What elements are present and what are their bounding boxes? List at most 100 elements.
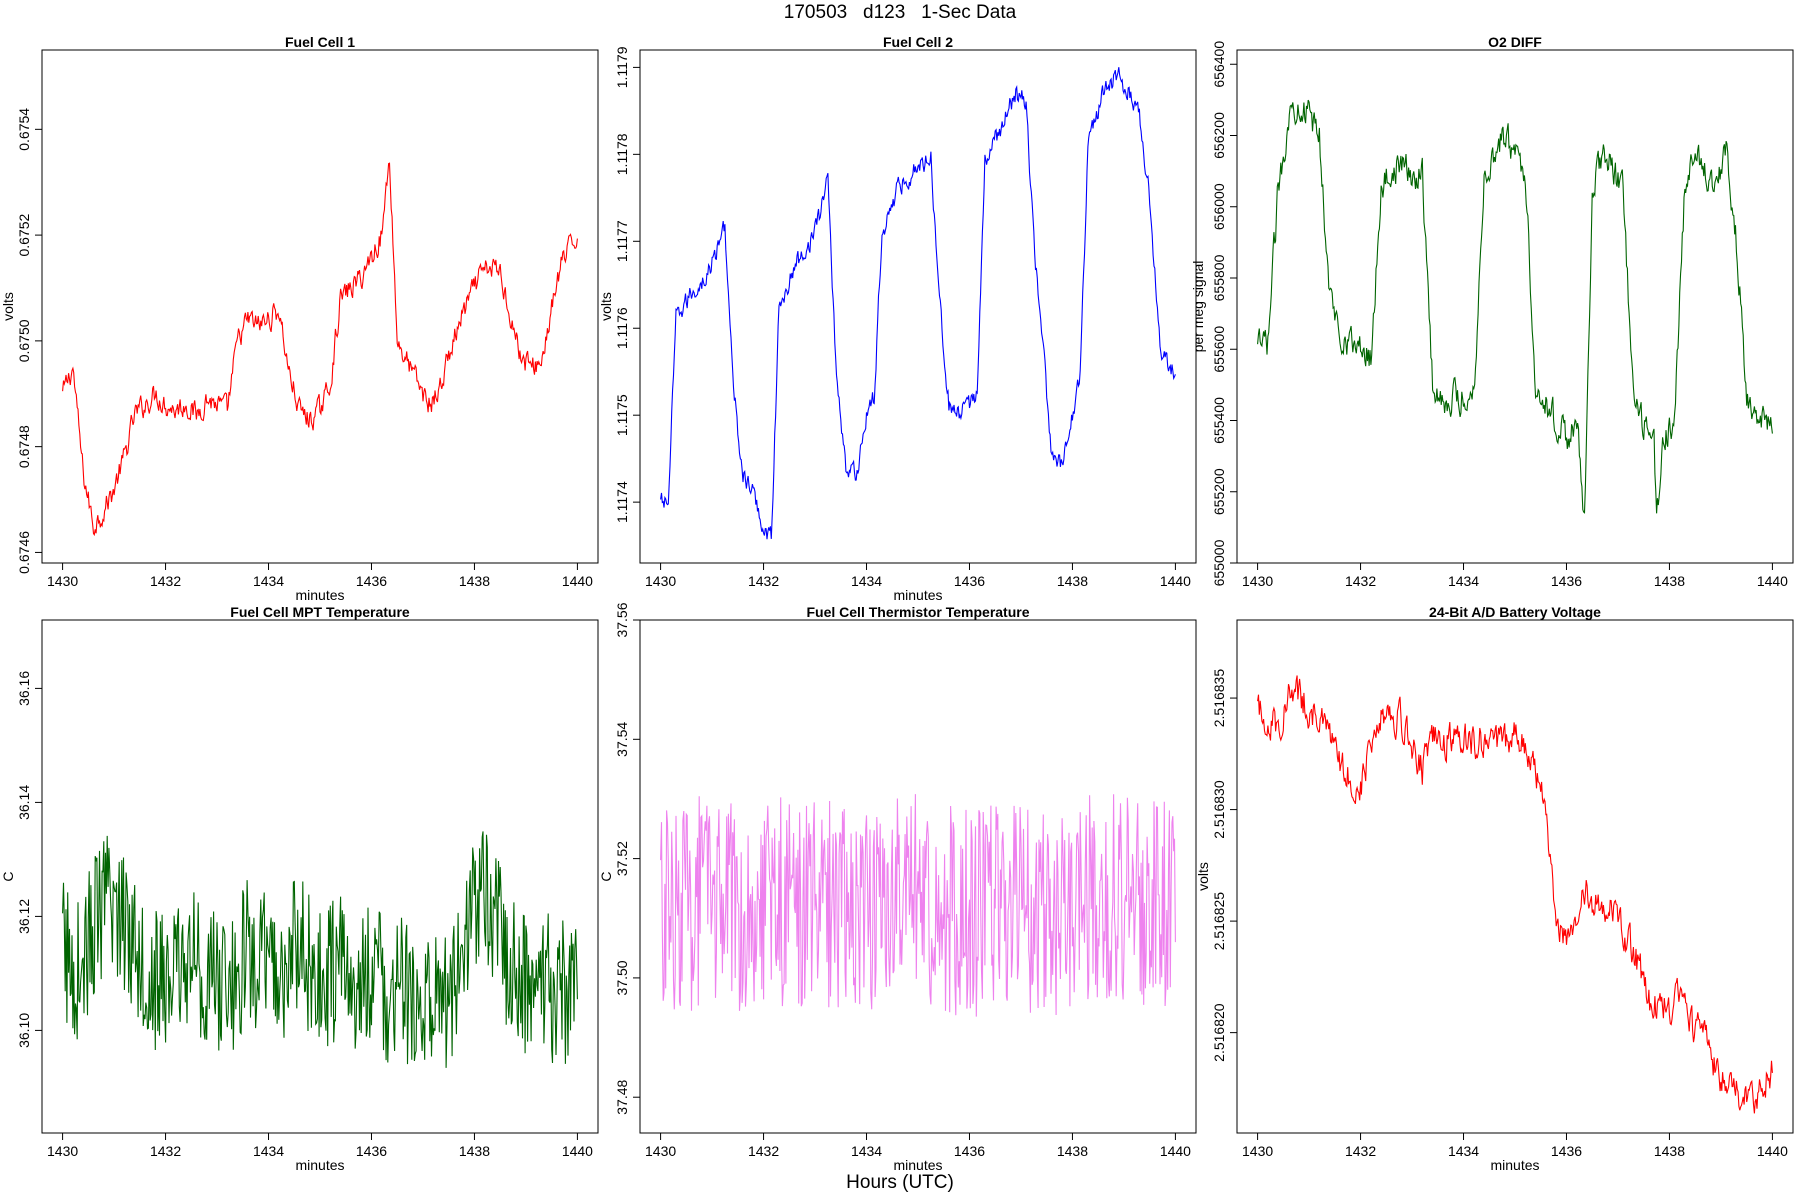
plot-title: Fuel Cell 2 xyxy=(883,34,953,50)
x-axis-label: minutes xyxy=(893,1157,942,1173)
y-axis-label: volts xyxy=(598,292,614,321)
x-tick-label: 1434 xyxy=(851,1143,882,1159)
plot-frame xyxy=(1236,49,1794,564)
y-tick-label: 656200 xyxy=(1211,112,1227,159)
x-tick-label: 1430 xyxy=(1242,1143,1273,1159)
panel-6: 24-Bit A/D Battery Voltage 1430 1432 1434 14… xyxy=(1195,604,1794,1173)
y-tick-label: 655800 xyxy=(1211,254,1227,301)
x-tick-label: 1434 xyxy=(253,1143,284,1159)
plot-title: Fuel Cell MPT Temperature xyxy=(230,604,410,620)
y-tick-label: 1.1174 xyxy=(614,481,630,523)
plot-title: 24-Bit A/D Battery Voltage xyxy=(1429,604,1601,620)
x-tick-label: 1440 xyxy=(1757,573,1788,589)
y-axis-label: per meg signal xyxy=(1190,261,1206,353)
x-tick-label: 1440 xyxy=(1160,1143,1191,1159)
x-tick-label: 1434 xyxy=(253,573,284,589)
y-tick-label: 2.516820 xyxy=(1211,1003,1227,1062)
figure-xlabel: Hours (UTC) xyxy=(846,1172,954,1193)
y-tick-label: 655200 xyxy=(1211,468,1227,515)
panel-3: O2 DIFF 1430 1432 1434 1436 1438 1440 655000 655… xyxy=(1190,34,1794,589)
data-series-line xyxy=(1257,675,1773,1114)
y-tick-label: 37.52 xyxy=(614,841,630,876)
x-tick-label: 1432 xyxy=(748,1143,779,1159)
y-tick-label: 2.516825 xyxy=(1211,892,1227,951)
x-axis-label: minutes xyxy=(1490,1157,1539,1173)
x-axis-label: minutes xyxy=(295,1157,344,1173)
x-tick-label: 1434 xyxy=(1448,573,1479,589)
y-axis-label: C xyxy=(0,871,16,881)
y-tick-label: 1.1175 xyxy=(614,394,630,436)
x-tick-label: 1430 xyxy=(1242,573,1273,589)
panel-4: Fuel Cell MPT Temperature 1430 1432 1434 143… xyxy=(0,604,599,1173)
y-tick-label: 655400 xyxy=(1211,397,1227,444)
x-tick-label: 1436 xyxy=(954,1143,985,1159)
plot-title: Fuel Cell 1 xyxy=(285,34,355,50)
y-tick-label: 0.6752 xyxy=(16,213,32,256)
y-tick-label: 656000 xyxy=(1211,183,1227,230)
x-tick-label: 1440 xyxy=(1757,1143,1788,1159)
panel-5: Fuel Cell Thermistor Temperature 1430 1432… xyxy=(598,602,1197,1173)
data-series-line xyxy=(660,794,1176,1017)
y-tick-label: 1.1177 xyxy=(614,220,630,262)
y-tick-label: 0.6754 xyxy=(16,108,32,151)
x-axis-label: minutes xyxy=(893,587,942,603)
x-tick-label: 1436 xyxy=(1551,573,1582,589)
y-axis-label: C xyxy=(598,871,614,881)
x-tick-label: 1434 xyxy=(851,573,882,589)
y-axis-label: volts xyxy=(0,292,16,321)
y-tick-label: 36.16 xyxy=(16,671,32,706)
x-tick-label: 1434 xyxy=(1448,1143,1479,1159)
panel-2: Fuel Cell 2 1430 1432 1434 1436 1438 1440 1.117… xyxy=(598,34,1197,603)
figure-title: 170503 d123 1-Sec Data xyxy=(783,2,1017,23)
x-tick-label: 1432 xyxy=(1345,573,1376,589)
y-tick-label: 36.10 xyxy=(16,1013,32,1048)
plot-frame xyxy=(41,49,599,564)
x-tick-label: 1440 xyxy=(562,573,593,589)
x-tick-label: 1430 xyxy=(47,1143,78,1159)
data-series-line xyxy=(62,831,578,1068)
y-tick-label: 0.6748 xyxy=(16,425,32,468)
y-tick-label: 1.1176 xyxy=(614,307,630,349)
y-tick-label: 2.516835 xyxy=(1211,669,1227,728)
x-axis-label: minutes xyxy=(295,587,344,603)
x-tick-label: 1438 xyxy=(1654,573,1685,589)
data-series-line xyxy=(62,162,578,537)
x-tick-label: 1430 xyxy=(645,573,676,589)
plot-title: Fuel Cell Thermistor Temperature xyxy=(806,604,1029,620)
y-tick-label: 37.54 xyxy=(614,722,630,757)
y-tick-label: 1.1178 xyxy=(614,133,630,175)
x-tick-label: 1430 xyxy=(645,1143,676,1159)
y-tick-label: 656400 xyxy=(1211,41,1227,88)
plot-frame xyxy=(41,619,599,1134)
x-tick-label: 1432 xyxy=(1345,1143,1376,1159)
x-tick-label: 1438 xyxy=(459,573,490,589)
y-tick-label: 0.6746 xyxy=(16,531,32,574)
y-axis-label: volts xyxy=(1195,862,1211,891)
x-tick-label: 1436 xyxy=(954,573,985,589)
x-tick-label: 1436 xyxy=(356,573,387,589)
y-tick-label: 36.14 xyxy=(16,785,32,820)
plot-title: O2 DIFF xyxy=(1488,34,1542,50)
x-tick-label: 1432 xyxy=(150,573,181,589)
x-tick-label: 1436 xyxy=(356,1143,387,1159)
y-tick-label: 2.516830 xyxy=(1211,780,1227,839)
panel-1: Fuel Cell 1 1430 1432 1434 1436 1438 1440 0.674… xyxy=(0,34,599,603)
y-tick-label: 37.48 xyxy=(614,1079,630,1114)
x-tick-label: 1440 xyxy=(562,1143,593,1159)
data-series-line xyxy=(1257,99,1773,514)
y-tick-label: 36.12 xyxy=(16,899,32,934)
x-tick-label: 1432 xyxy=(150,1143,181,1159)
plot-frame xyxy=(1236,619,1794,1134)
plot-frame xyxy=(639,619,1197,1134)
plot-frame xyxy=(639,49,1197,564)
y-tick-label: 37.50 xyxy=(614,960,630,995)
x-tick-label: 1438 xyxy=(1057,1143,1088,1159)
y-tick-label: 0.6750 xyxy=(16,319,32,362)
x-tick-label: 1436 xyxy=(1551,1143,1582,1159)
x-tick-label: 1430 xyxy=(47,573,78,589)
data-series-line xyxy=(660,67,1176,540)
x-tick-label: 1432 xyxy=(748,573,779,589)
x-tick-label: 1438 xyxy=(459,1143,490,1159)
x-tick-label: 1438 xyxy=(1654,1143,1685,1159)
